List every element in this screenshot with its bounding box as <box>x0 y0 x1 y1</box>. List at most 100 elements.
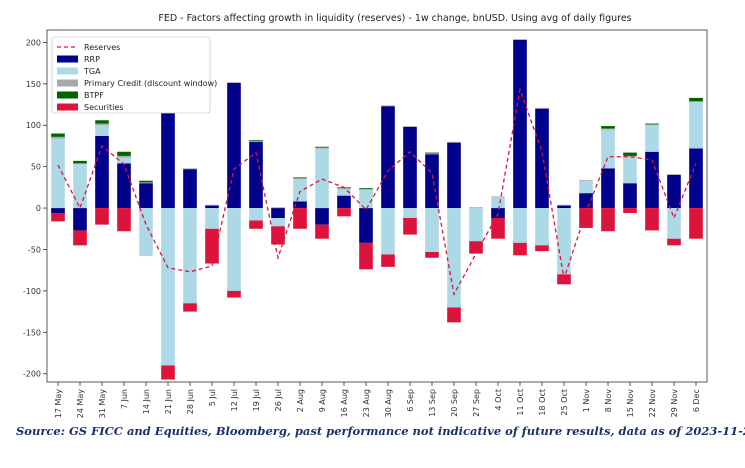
x-tick-label: 18 Oct <box>538 389 547 416</box>
bar-tga-1 <box>73 164 87 209</box>
legend-swatch-securities <box>57 103 78 111</box>
y-tick-label: 100 <box>26 121 41 130</box>
bar-tga-13 <box>337 189 351 196</box>
bar-primary_credit-3 <box>117 155 131 158</box>
bar-rrp-0 <box>51 208 65 214</box>
bar-rrp-7 <box>205 205 219 209</box>
bar-securities-0 <box>51 213 65 222</box>
bar-tga-10 <box>271 218 285 227</box>
bar-rrp-3 <box>117 163 131 209</box>
bar-primary_credit-16 <box>403 126 417 127</box>
bar-securities-18 <box>447 307 461 323</box>
bar-rrp-15 <box>381 106 395 209</box>
bar-rrp-8 <box>227 83 241 209</box>
bar-tga-17 <box>425 208 439 252</box>
bar-primary_credit-29 <box>689 101 703 103</box>
x-tick-label: 8 Nov <box>604 389 613 413</box>
bar-rrp-5 <box>161 112 175 209</box>
bar-primary_credit-0 <box>51 136 65 139</box>
bar-securities-7 <box>205 228 219 264</box>
y-tick-label: 150 <box>26 80 41 89</box>
x-tick-label: 5 Jul <box>208 389 217 406</box>
bar-securities-29 <box>689 208 703 239</box>
x-tick-label: 13 Sep <box>428 389 437 417</box>
bar-tga-19 <box>469 208 483 242</box>
bar-securities-14 <box>359 242 373 270</box>
legend-swatch-tga <box>57 67 78 75</box>
bar-tga-18 <box>447 208 461 308</box>
bar-rrp-11 <box>293 201 307 209</box>
bar-securities-16 <box>403 218 417 235</box>
x-tick-label: 1 Nov <box>582 389 591 413</box>
bar-securities-17 <box>425 251 439 258</box>
x-tick-label: 9 Aug <box>318 389 327 412</box>
y-tick-label: 200 <box>26 38 41 47</box>
bar-rrp-22 <box>535 108 549 209</box>
bar-rrp-4 <box>139 183 153 209</box>
bar-tga-9 <box>249 208 263 221</box>
bar-btpf-11 <box>293 177 307 179</box>
x-tick-label: 27 Sep <box>472 389 481 417</box>
bar-rrp-6 <box>183 169 197 209</box>
y-tick-label: -200 <box>23 370 41 379</box>
bar-primary_credit-17 <box>425 153 439 155</box>
bar-tga-4 <box>139 208 153 257</box>
bar-securities-20 <box>491 218 505 239</box>
x-tick-label: 15 Nov <box>626 389 635 418</box>
bar-primary_credit-23 <box>557 204 571 206</box>
x-tick-label: 2 Aug <box>296 389 305 412</box>
bar-securities-19 <box>469 241 483 254</box>
legend-label-btpf: BTPF <box>84 91 104 100</box>
x-tick-label: 6 Dec <box>692 389 701 412</box>
bar-tga-11 <box>293 179 307 202</box>
x-tick-label: 26 Jul <box>274 389 283 411</box>
bar-btpf-1 <box>73 160 87 164</box>
bar-tga-29 <box>689 102 703 149</box>
x-tick-label: 17 May <box>54 389 63 419</box>
y-tick-label: -50 <box>28 245 41 254</box>
bar-btpf-2 <box>95 120 109 124</box>
bar-tga-25 <box>601 129 615 169</box>
bar-rrp-13 <box>337 195 351 209</box>
bar-tga-26 <box>623 156 637 184</box>
bar-securities-26 <box>623 208 637 214</box>
bar-securities-24 <box>579 208 593 228</box>
bar-btpf-4 <box>139 180 153 183</box>
bar-primary_credit-12 <box>315 147 329 149</box>
bar-securities-28 <box>667 238 681 246</box>
bar-tga-24 <box>579 180 593 194</box>
bars-layer <box>51 39 703 380</box>
bar-securities-12 <box>315 224 329 239</box>
bar-securities-27 <box>645 208 659 231</box>
x-tick-label: 19 Jul <box>252 389 261 411</box>
y-tick-label: 50 <box>31 163 41 172</box>
bar-securities-6 <box>183 303 197 312</box>
bar-primary_credit-18 <box>447 141 461 143</box>
x-tick-label: 21 Jun <box>164 389 173 414</box>
x-tick-label: 28 Jun <box>186 389 195 414</box>
bar-primary_credit-21 <box>513 39 527 40</box>
x-tick-label: 31 May <box>98 389 107 419</box>
x-tick-label: 29 Nov <box>670 389 679 418</box>
bar-primary_credit-25 <box>601 128 615 130</box>
bar-btpf-9 <box>249 140 263 141</box>
bar-rrp-21 <box>513 39 527 209</box>
x-tick-label: 22 Nov <box>648 389 657 418</box>
bar-rrp-29 <box>689 148 703 209</box>
bar-primary_credit-9 <box>249 140 263 142</box>
bar-tga-22 <box>535 208 549 246</box>
bar-securities-1 <box>73 230 87 246</box>
bar-tga-8 <box>227 208 241 291</box>
source-note: Source: GS FICC and Equities, Bloomberg,… <box>16 424 745 438</box>
bar-rrp-25 <box>601 168 615 209</box>
legend-label-rrp: RRP <box>84 55 100 64</box>
bar-btpf-12 <box>315 146 329 148</box>
bar-primary_credit-10 <box>271 207 285 209</box>
bar-securities-11 <box>293 208 307 229</box>
bar-securities-15 <box>381 254 395 267</box>
x-tick-label: 20 Sep <box>450 389 459 417</box>
legend-label-reserves: Reserves <box>84 43 120 52</box>
bar-rrp-9 <box>249 141 263 209</box>
bar-primary_credit-28 <box>667 174 681 175</box>
